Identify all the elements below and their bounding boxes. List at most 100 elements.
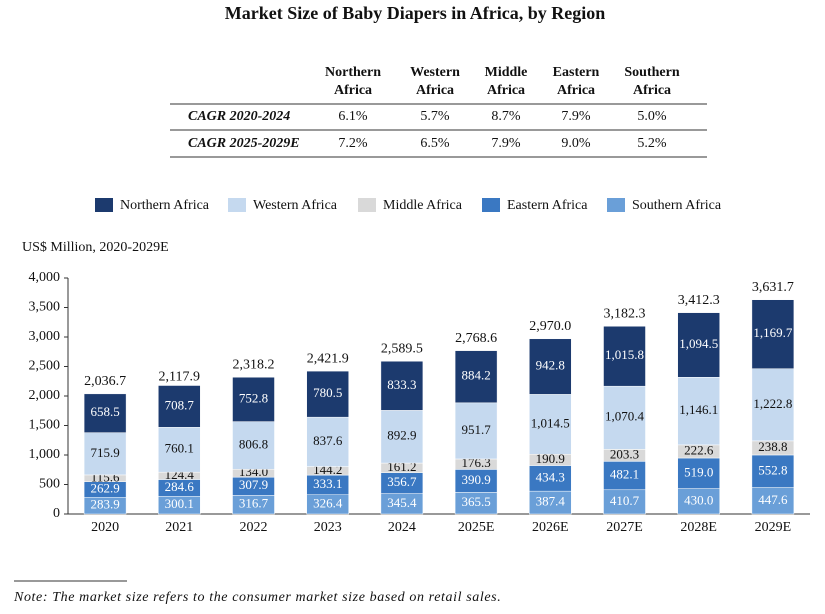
x-tick-label: 2028E (680, 520, 717, 535)
data-label: 884.2 (461, 368, 490, 383)
total-label: 3,412.3 (678, 293, 720, 308)
data-label: 708.7 (165, 397, 195, 412)
table-cell: 5.2% (637, 136, 667, 151)
table-header: Africa (334, 83, 372, 98)
x-tick-label: 2025E (458, 520, 495, 535)
data-label: 356.7 (387, 474, 417, 489)
table-header: Western (410, 65, 460, 80)
bar-segment (158, 427, 201, 473)
data-label: 752.8 (239, 390, 268, 405)
data-label: 942.8 (536, 358, 565, 373)
data-label: 316.7 (239, 496, 269, 511)
data-label: 1,146.1 (679, 402, 718, 417)
table-row-label: CAGR 2025-2029E (188, 136, 300, 151)
bar-segment (677, 488, 720, 515)
legend-label: Middle Africa (383, 198, 463, 213)
bar-segment (158, 385, 201, 428)
legend-swatch (358, 198, 376, 212)
total-label: 2,970.0 (529, 319, 571, 334)
bar-segment (529, 465, 572, 492)
total-label: 2,589.5 (381, 341, 423, 356)
bar-segment (83, 393, 127, 433)
y-tick-label: 4,000 (29, 270, 61, 285)
data-label: 892.9 (387, 428, 416, 443)
table-header: Northern (325, 65, 381, 80)
total-label: 2,117.9 (159, 369, 200, 384)
y-tick-label: 500 (39, 477, 60, 492)
data-label: 326.4 (313, 495, 343, 510)
data-label: 283.9 (90, 497, 119, 512)
legend-swatch (482, 198, 500, 212)
bar-segment (83, 432, 127, 476)
table-cell: 7.2% (338, 136, 368, 151)
bar-segment (306, 416, 349, 467)
data-label: 333.1 (313, 476, 342, 491)
data-label: 284.6 (165, 479, 195, 494)
x-tick-label: 2021 (165, 520, 193, 535)
legend-label: Eastern Africa (507, 198, 588, 213)
legend-label: Northern Africa (120, 198, 210, 213)
bar-segment (751, 368, 795, 442)
data-label: 1,222.8 (753, 396, 792, 411)
legend-swatch (607, 198, 625, 212)
bar-segment (603, 461, 646, 491)
data-label: 300.1 (165, 496, 194, 511)
bar-segment (232, 376, 275, 422)
bar-segment (306, 370, 349, 418)
legend-label: Western Africa (253, 198, 338, 213)
data-label: 190.9 (536, 451, 565, 466)
data-label: 307.9 (239, 477, 268, 492)
legend-swatch (228, 198, 246, 212)
x-tick-label: 2027E (606, 520, 643, 535)
table-cell: 8.7% (491, 109, 521, 124)
table-cell: 5.7% (420, 109, 450, 124)
bar-segment (529, 338, 572, 395)
table-header: Eastern (553, 65, 600, 80)
y-tick-label: 1,000 (29, 447, 61, 462)
data-label: 387.4 (536, 494, 566, 509)
total-label: 2,421.9 (307, 351, 349, 366)
x-tick-label: 2026E (532, 520, 569, 535)
data-label: 222.6 (684, 442, 714, 457)
data-label: 447.6 (758, 492, 788, 507)
table-header: Africa (487, 83, 525, 98)
data-label: 365.5 (461, 494, 490, 509)
y-tick-label: 2,000 (29, 388, 61, 403)
data-label: 806.8 (239, 436, 268, 451)
bar-segment (751, 487, 795, 515)
data-label: 1,169.7 (753, 325, 793, 340)
table-header: Africa (633, 83, 671, 98)
bar-segment (677, 457, 720, 489)
y-tick-label: 0 (53, 506, 60, 521)
data-label: 552.8 (758, 462, 787, 477)
table-header: Africa (557, 83, 595, 98)
bar-segment (677, 312, 720, 378)
x-tick-label: 2024 (388, 520, 416, 535)
data-label: 482.1 (610, 467, 639, 482)
x-tick-label: 2023 (314, 520, 342, 535)
data-label: 434.3 (536, 469, 565, 484)
legend-swatch (95, 198, 113, 212)
table-row-label: CAGR 2020-2024 (188, 109, 290, 124)
x-tick-label: 2020 (91, 520, 119, 535)
y-tick-label: 3,000 (29, 329, 61, 344)
data-label: 780.5 (313, 385, 342, 400)
bar-segment (751, 299, 795, 369)
total-label: 2,318.2 (233, 357, 275, 372)
total-label: 3,631.7 (752, 280, 794, 295)
bar-segment (454, 402, 498, 460)
y-tick-label: 3,500 (29, 300, 61, 315)
data-label: 345.4 (387, 495, 417, 510)
table-cell: 9.0% (561, 136, 591, 151)
y-tick-label: 2,500 (29, 359, 61, 374)
bar-segment (232, 421, 275, 470)
table-cell: 7.9% (491, 136, 521, 151)
total-label: 2,768.6 (455, 331, 497, 346)
data-label: 760.1 (165, 441, 194, 456)
bar-segment (380, 410, 424, 464)
data-label: 390.9 (461, 472, 490, 487)
x-tick-label: 2022 (240, 520, 268, 535)
data-label: 262.9 (90, 480, 119, 495)
note: Note: The market size refers to the cons… (13, 590, 501, 605)
